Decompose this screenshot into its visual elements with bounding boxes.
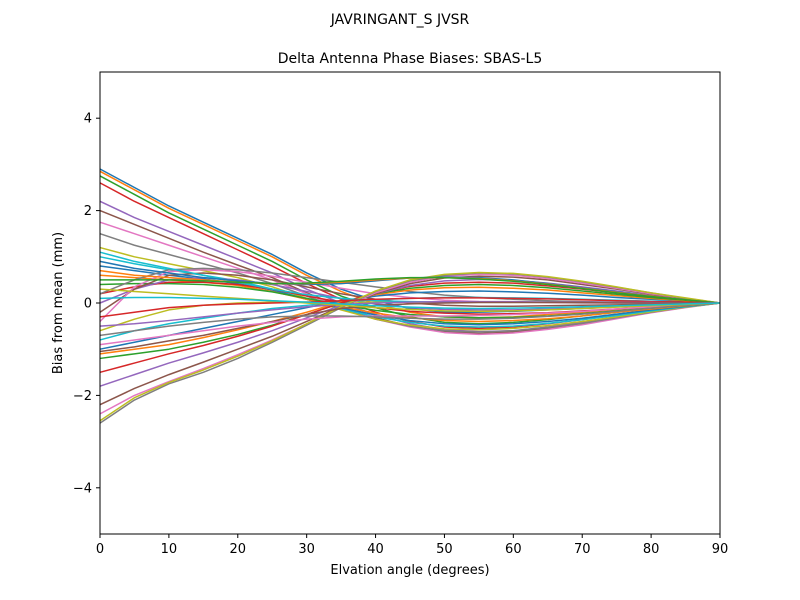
series-line-39: [99, 288, 721, 313]
x-tick-label: 30: [298, 542, 315, 557]
series-line-16: [99, 272, 721, 313]
series-line-27: [99, 273, 721, 415]
x-tick-label: 10: [161, 542, 178, 557]
chart-title: Delta Antenna Phase Biases: SBAS-L5: [278, 51, 543, 67]
series-line-36: [99, 301, 720, 353]
series-line-11: [99, 265, 721, 326]
x-tick-label: 90: [712, 542, 729, 557]
series-line-22: [99, 286, 721, 355]
series-group: [99, 168, 721, 424]
x-tick-label: 20: [230, 542, 247, 557]
series-line-26: [99, 275, 721, 406]
x-tick-label: 40: [367, 542, 384, 557]
figure-suptitle: JAVRINGANT_S JVSR: [330, 12, 470, 28]
x-tick-label: 80: [643, 542, 660, 557]
series-line-21: [99, 290, 721, 350]
series-line-29: [99, 271, 721, 422]
series-line-34: [99, 297, 721, 318]
y-tick-label: 0: [84, 297, 92, 312]
x-tick-label: 70: [574, 542, 591, 557]
series-line-33: [100, 276, 721, 304]
y-axis-label: Bias from mean (mm): [51, 232, 66, 374]
y-tick-label: 2: [84, 204, 92, 219]
series-line-40: [99, 296, 721, 310]
y-tick-label: −4: [73, 481, 92, 496]
series-line-7: [99, 221, 721, 336]
x-tick-label: 0: [96, 542, 104, 557]
y-axis: −4 −2 0 2 4: [73, 112, 100, 496]
y-tick-label: 4: [84, 112, 92, 127]
series-line-37: [99, 302, 721, 346]
series-line-25: [99, 278, 721, 387]
x-tick-label: 50: [436, 542, 453, 557]
series-line-23: [99, 283, 721, 360]
x-tick-label: 60: [505, 542, 522, 557]
x-axis-label: Elvation angle (degrees): [330, 563, 489, 578]
series-line-8: [99, 232, 721, 333]
y-tick-label: −2: [73, 389, 92, 404]
series-line-9: [99, 246, 721, 331]
series-line-38: [99, 302, 721, 337]
x-axis: 0 10 20 30 40 50 60 70 80 90: [96, 534, 728, 557]
